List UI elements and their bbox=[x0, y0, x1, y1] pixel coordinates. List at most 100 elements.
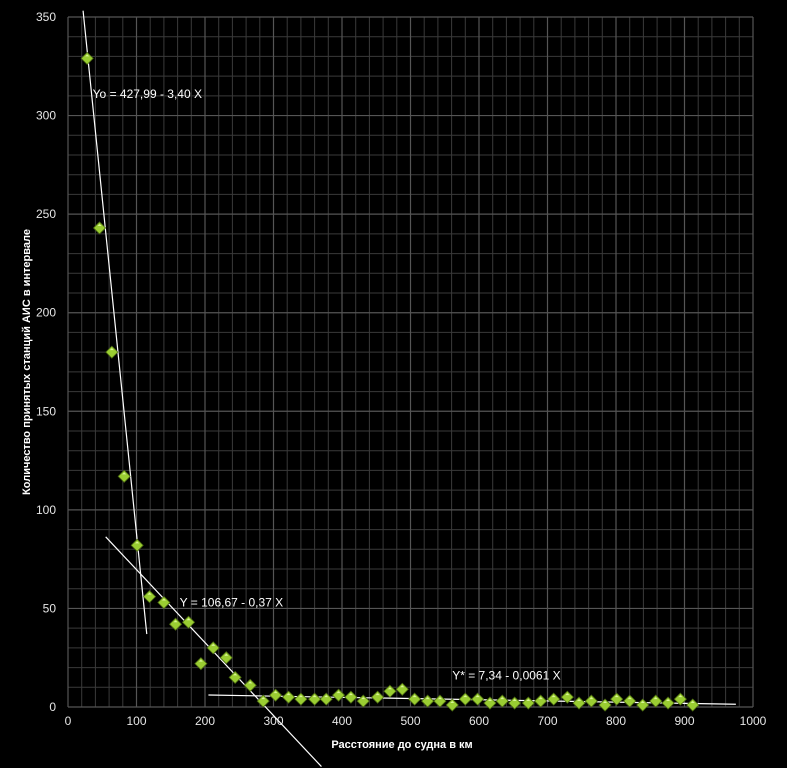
data-points bbox=[80, 51, 700, 712]
data-point bbox=[636, 698, 650, 712]
data-point-highlight bbox=[248, 681, 253, 684]
data-point-highlight bbox=[526, 699, 531, 702]
data-point bbox=[308, 692, 322, 706]
data-point bbox=[371, 690, 385, 704]
data-point bbox=[598, 698, 612, 712]
data-point bbox=[294, 692, 308, 706]
data-point-highlight bbox=[538, 697, 543, 700]
data-point bbox=[282, 690, 296, 704]
x-tick-label: 1000 bbox=[740, 714, 767, 728]
trendline-equation: Yo = 427,99 - 3,40 X bbox=[93, 87, 202, 101]
data-point bbox=[383, 684, 397, 698]
y-tick-label: 0 bbox=[49, 700, 56, 714]
data-point-highlight bbox=[324, 695, 329, 698]
data-point bbox=[181, 615, 196, 629]
data-point bbox=[483, 696, 497, 710]
data-point bbox=[142, 590, 157, 604]
data-point bbox=[560, 690, 574, 704]
data-point-highlight bbox=[147, 592, 152, 595]
data-point-highlight bbox=[425, 697, 430, 700]
x-axis-title: Расстояние до судна в км bbox=[331, 739, 472, 751]
data-point bbox=[471, 692, 485, 706]
data-point-highlight bbox=[666, 699, 671, 702]
data-point-highlight bbox=[161, 598, 166, 601]
data-point-highlight bbox=[614, 695, 619, 698]
data-point-highlight bbox=[336, 691, 341, 694]
data-point bbox=[105, 345, 119, 359]
data-point-highlight bbox=[577, 699, 582, 702]
data-point-highlight bbox=[261, 697, 266, 700]
data-point-highlight bbox=[273, 691, 278, 694]
data-point-highlight bbox=[463, 695, 468, 698]
data-point bbox=[130, 538, 144, 552]
y-tick-label: 200 bbox=[36, 306, 56, 320]
data-point-highlight bbox=[211, 643, 216, 646]
data-point-highlight bbox=[173, 620, 178, 623]
data-point bbox=[421, 694, 435, 708]
minor-gridlines bbox=[68, 17, 753, 707]
x-tick-label: 500 bbox=[400, 714, 420, 728]
data-point-highlight bbox=[233, 673, 238, 676]
data-point bbox=[168, 617, 183, 631]
y-axis-ticks: 0 50 100 150 200 250 300 350 bbox=[36, 10, 56, 714]
equation-labels: Yo = 427,99 - 3,40 X Y = 106,67 - 0,37 X Y… bbox=[93, 87, 561, 683]
data-point bbox=[157, 595, 171, 610]
data-point bbox=[80, 51, 94, 65]
data-point bbox=[547, 692, 561, 706]
data-point-highlight bbox=[475, 695, 480, 698]
x-tick-label: 600 bbox=[469, 714, 489, 728]
x-tick-label: 200 bbox=[195, 714, 215, 728]
data-point bbox=[584, 694, 598, 708]
data-point bbox=[319, 692, 333, 706]
data-point-highlight bbox=[400, 685, 405, 688]
data-point bbox=[661, 696, 675, 710]
data-point-highlight bbox=[551, 695, 556, 698]
y-tick-label: 250 bbox=[36, 207, 56, 221]
data-point bbox=[228, 670, 242, 684]
data-point bbox=[534, 694, 548, 708]
data-point bbox=[495, 694, 509, 708]
data-point-highlight bbox=[198, 659, 203, 662]
data-point-highlight bbox=[348, 693, 353, 696]
data-point-highlight bbox=[512, 699, 517, 702]
x-tick-label: 800 bbox=[606, 714, 626, 728]
data-point-highlight bbox=[653, 697, 658, 700]
data-point-highlight bbox=[500, 697, 505, 700]
data-point bbox=[219, 651, 233, 665]
x-tick-label: 100 bbox=[126, 714, 146, 728]
x-axis-ticks: 0 100 200 300 400 500 600 700 800 900 1000 bbox=[65, 714, 767, 728]
data-point bbox=[92, 221, 107, 235]
data-point bbox=[395, 682, 409, 696]
data-point-highlight bbox=[690, 701, 695, 704]
data-point bbox=[356, 694, 370, 708]
data-point-highlight bbox=[627, 697, 632, 700]
trendline bbox=[82, 10, 148, 635]
data-point-highlight bbox=[97, 223, 102, 226]
data-point-highlight bbox=[678, 695, 683, 698]
data-point bbox=[206, 641, 220, 655]
data-point-highlight bbox=[565, 693, 570, 696]
y-axis-title: Количество принятых станций АИС в интерв… bbox=[21, 229, 33, 495]
x-tick-label: 300 bbox=[263, 714, 283, 728]
data-point bbox=[344, 690, 358, 704]
data-point bbox=[458, 692, 472, 706]
y-tick-label: 50 bbox=[43, 601, 57, 615]
data-point-highlight bbox=[412, 695, 417, 698]
data-point-highlight bbox=[312, 695, 317, 698]
data-point bbox=[686, 698, 700, 712]
data-point bbox=[268, 688, 283, 702]
data-point bbox=[508, 696, 522, 710]
data-point-highlight bbox=[589, 697, 594, 700]
data-point bbox=[649, 694, 663, 708]
y-tick-label: 300 bbox=[36, 109, 56, 123]
y-tick-label: 150 bbox=[36, 404, 56, 418]
data-point-highlight bbox=[487, 699, 492, 702]
data-point-highlight bbox=[361, 697, 366, 700]
data-point-highlight bbox=[603, 701, 608, 704]
data-point-highlight bbox=[186, 618, 191, 621]
y-tick-label: 350 bbox=[36, 10, 56, 24]
x-tick-label: 0 bbox=[65, 714, 72, 728]
data-point-highlight bbox=[387, 687, 392, 690]
data-point bbox=[673, 692, 687, 706]
data-point bbox=[623, 694, 637, 708]
